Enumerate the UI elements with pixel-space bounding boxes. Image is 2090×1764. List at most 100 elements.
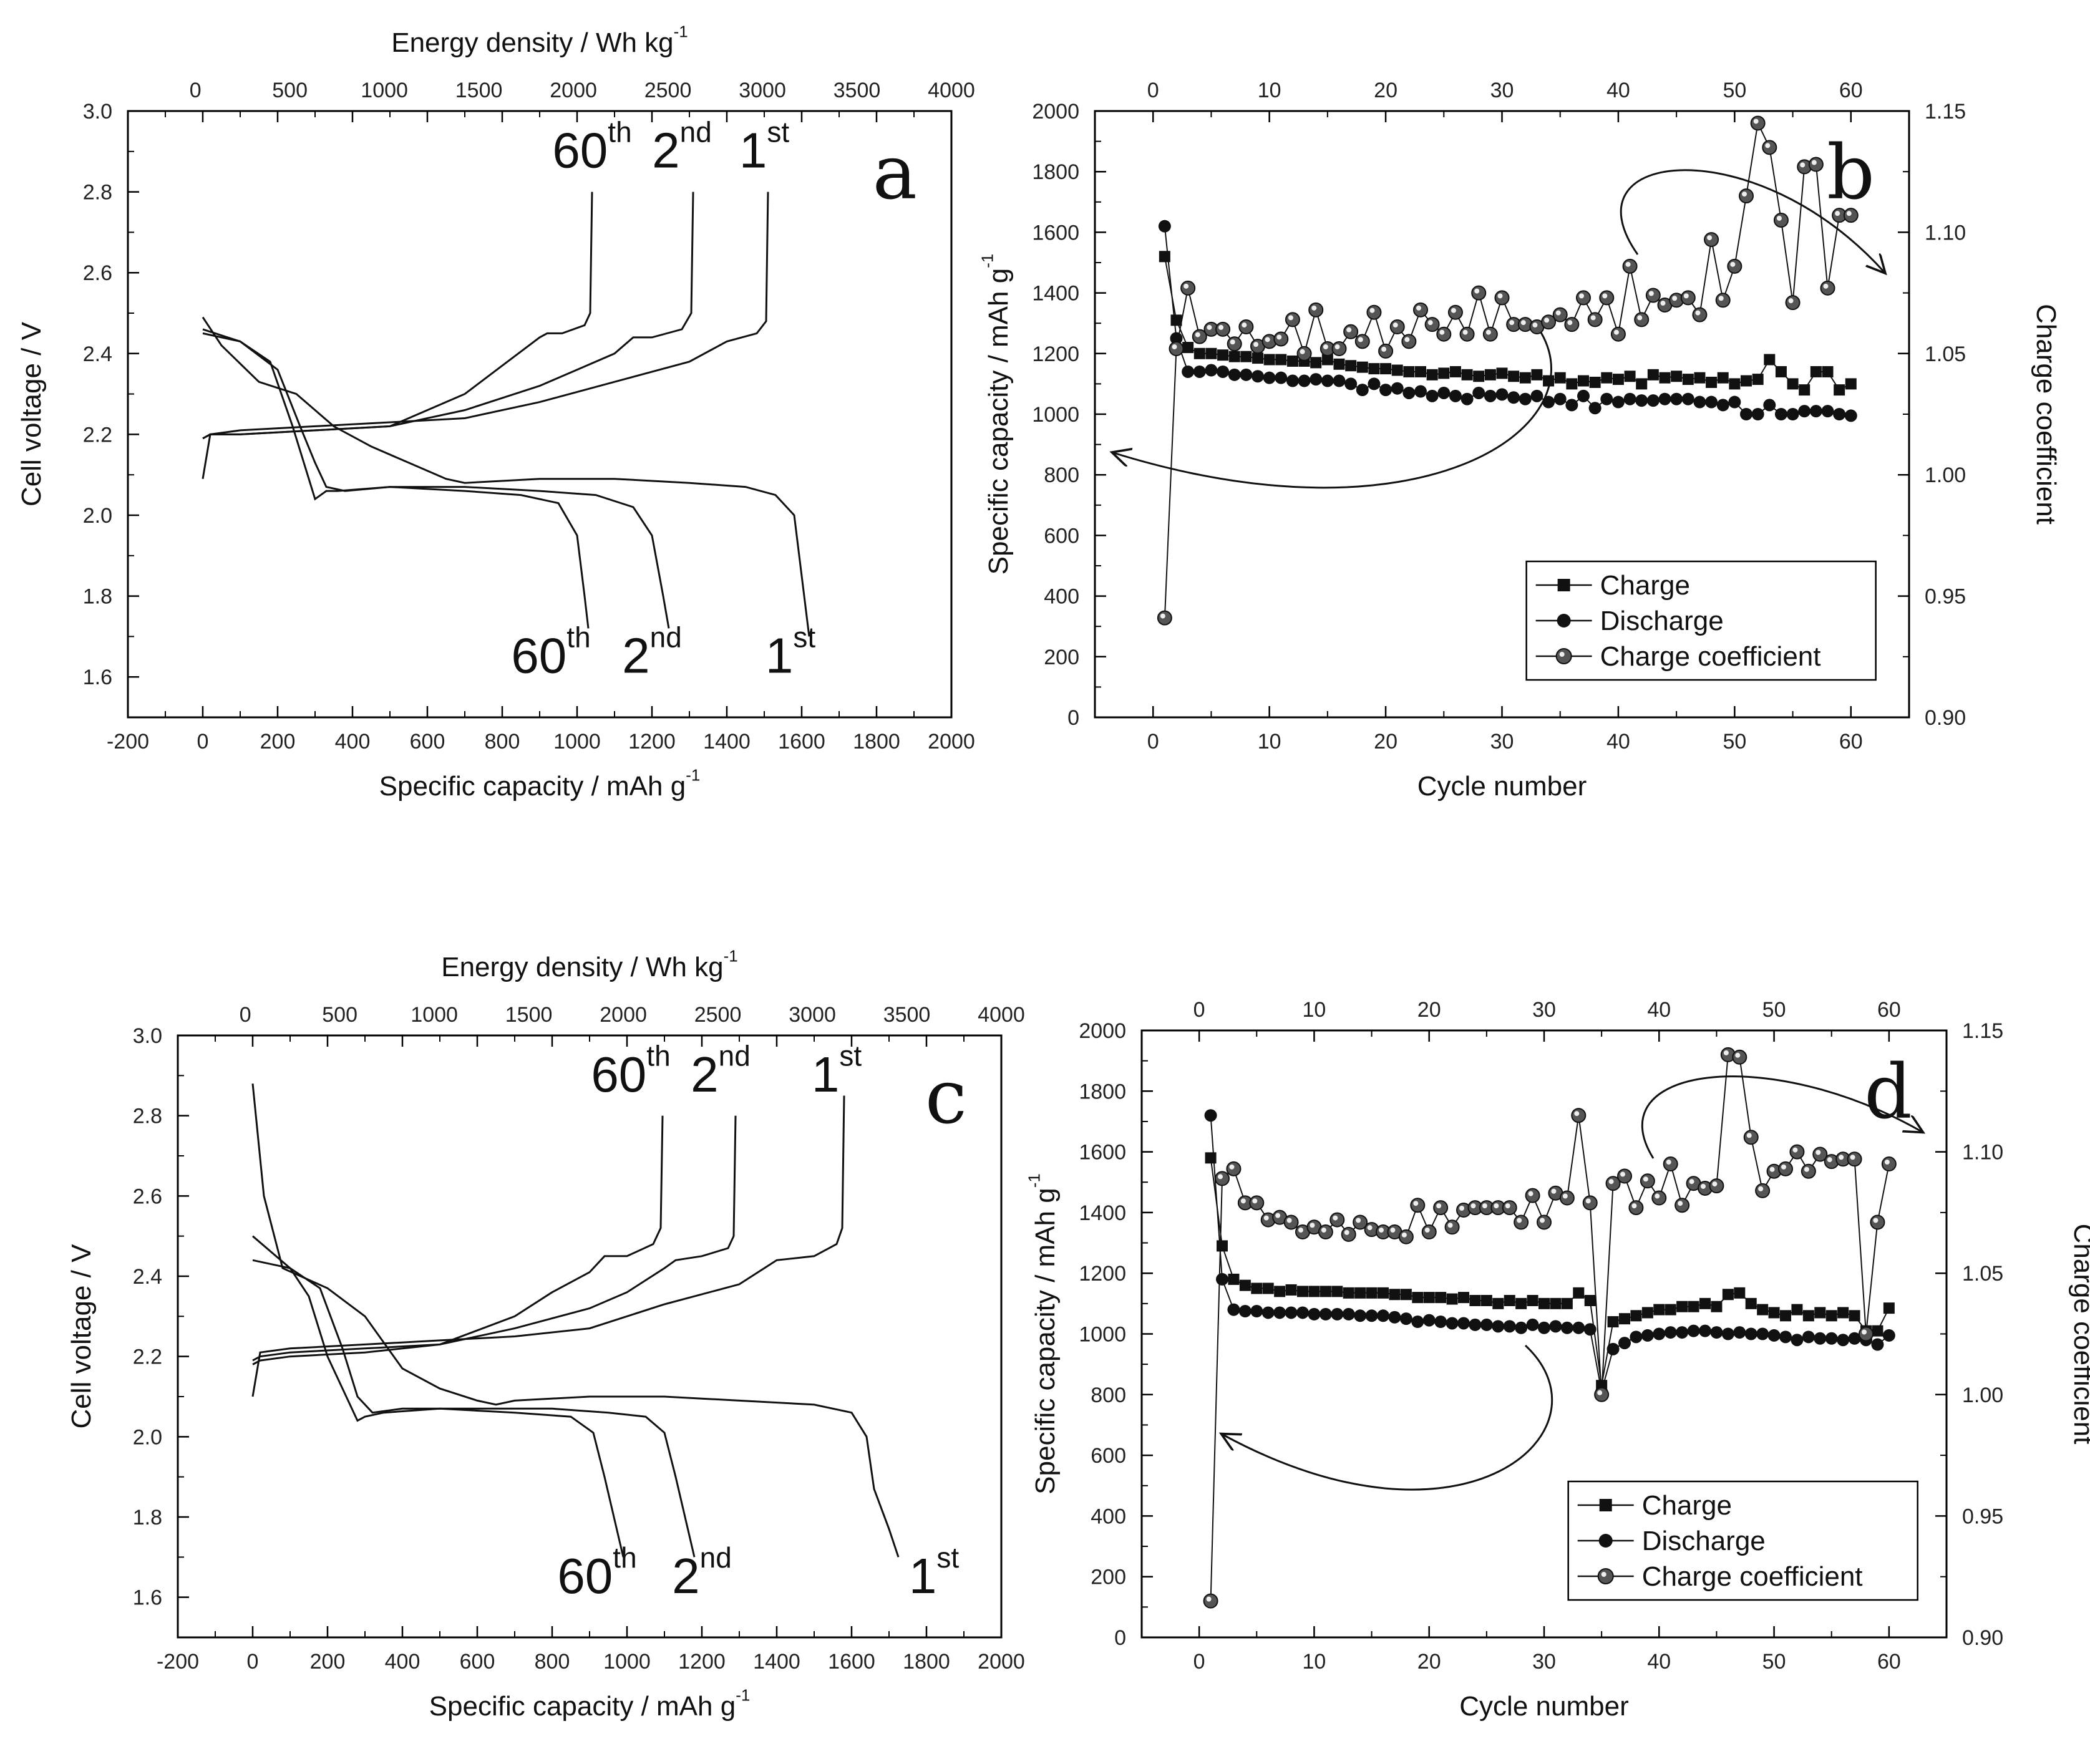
charge-coefficient-marker bbox=[1398, 1229, 1414, 1244]
x2-axis-label-sup: -1 bbox=[674, 22, 688, 41]
charge-marker bbox=[1262, 1282, 1274, 1294]
charge-coefficient-marker bbox=[1424, 317, 1440, 332]
discharge-marker bbox=[1676, 1326, 1689, 1339]
discharge-marker bbox=[1252, 370, 1264, 383]
charge-coefficient-marker-highlight bbox=[1608, 1179, 1614, 1185]
charge-coefficient-marker-highlight bbox=[1379, 1228, 1384, 1233]
discharge-marker bbox=[1503, 1320, 1516, 1333]
charge-coefficient-marker-highlight bbox=[1781, 1164, 1786, 1170]
discharge-marker bbox=[1321, 374, 1334, 387]
charge-marker bbox=[1320, 1286, 1331, 1297]
discharge-marker bbox=[1261, 1306, 1275, 1319]
discharge-marker bbox=[1507, 391, 1520, 404]
discharge-marker bbox=[1798, 405, 1811, 418]
charge-coefficient-marker-highlight bbox=[1520, 320, 1526, 326]
charge-marker bbox=[1321, 354, 1333, 366]
charge-marker bbox=[1741, 375, 1752, 387]
discharge-marker bbox=[1705, 395, 1718, 409]
charge-coefficient-marker-highlight bbox=[1666, 1160, 1671, 1165]
charge-coefficient-marker-highlight bbox=[1275, 1213, 1281, 1218]
x2-tick-label: 1000 bbox=[361, 79, 408, 102]
cycle-annotation-base: 2 bbox=[652, 123, 680, 178]
charge-marker bbox=[1263, 354, 1275, 366]
discharge-marker bbox=[1560, 1321, 1573, 1334]
charge-coefficient-marker bbox=[1674, 1198, 1690, 1213]
cycle-annotation: 60th bbox=[557, 1541, 636, 1604]
y2-tick-label: 0.95 bbox=[1925, 585, 1966, 609]
charge-marker bbox=[1435, 1292, 1447, 1304]
charge-marker bbox=[1480, 1294, 1492, 1306]
charge-coefficient-marker-highlight bbox=[1470, 1203, 1476, 1209]
discharge-marker bbox=[1721, 1327, 1734, 1340]
y2-tick-label: 1.00 bbox=[1925, 463, 1966, 487]
charge-coefficient-marker-highlight bbox=[1804, 1166, 1809, 1172]
charge-marker bbox=[1389, 1289, 1401, 1301]
charge-coefficient-marker-highlight bbox=[1555, 310, 1561, 316]
y-axis-label: Specific capacity / mAh g-1 bbox=[978, 254, 1014, 575]
charge-marker bbox=[1217, 1240, 1228, 1252]
discharge-marker bbox=[1273, 1306, 1286, 1319]
charge-coefficient-marker bbox=[1576, 290, 1591, 306]
y-tick-label: 1.8 bbox=[133, 1506, 162, 1529]
x-axis-label-sup: -1 bbox=[686, 766, 700, 785]
charge-coefficient-marker bbox=[1180, 280, 1196, 296]
discharge-marker bbox=[1526, 1318, 1539, 1331]
discharge-marker bbox=[1681, 392, 1694, 405]
discharge-marker bbox=[1583, 1323, 1597, 1336]
charge-coefficient-marker bbox=[1366, 304, 1382, 320]
charge-coefficient-marker-highlight bbox=[1253, 342, 1258, 347]
cycle-annotation-sup: st bbox=[793, 621, 815, 653]
discharge-marker bbox=[1635, 394, 1648, 407]
cycle-annotation-base: 60 bbox=[557, 1548, 613, 1604]
discharge-marker bbox=[1728, 395, 1741, 409]
charge-coefficient-marker-highlight bbox=[1509, 320, 1515, 326]
y-tick-label: 400 bbox=[1044, 585, 1079, 609]
charge-coefficient-marker-highlight bbox=[1436, 1203, 1442, 1209]
discharge-marker bbox=[1495, 388, 1509, 401]
x-axis-label: Cycle number bbox=[1417, 771, 1587, 802]
charge-marker bbox=[1706, 376, 1718, 388]
y-tick-label: 2.2 bbox=[133, 1345, 162, 1369]
discharge-marker bbox=[1549, 1320, 1562, 1333]
charge-coefficient-marker bbox=[1634, 312, 1650, 327]
discharge-marker bbox=[1227, 1303, 1240, 1316]
y2-tick-label: 0.95 bbox=[1962, 1505, 2003, 1528]
cycle-annotation-sup: st bbox=[767, 115, 789, 148]
x-tick-label: 800 bbox=[485, 730, 520, 754]
charge-coefficient-marker-highlight bbox=[1300, 349, 1305, 354]
charge-marker bbox=[1274, 1286, 1286, 1297]
x-tick-label: 0 bbox=[1147, 730, 1159, 754]
x-tick-label: 30 bbox=[1532, 1650, 1556, 1674]
charge-marker bbox=[1624, 371, 1636, 382]
x2-axis-label-base: Energy density / Wh kg bbox=[441, 952, 723, 982]
cycle-annotation: 1st bbox=[812, 1040, 862, 1102]
charge-coefficient-marker-highlight bbox=[1172, 344, 1177, 350]
charge-marker bbox=[1492, 1297, 1504, 1309]
charge-marker bbox=[1550, 1297, 1562, 1309]
x-axis-label-sup: -1 bbox=[736, 1686, 750, 1705]
charge-coefficient-marker-highlight bbox=[1835, 211, 1840, 216]
charge-marker bbox=[1849, 1310, 1860, 1322]
charge-marker bbox=[1636, 378, 1648, 390]
charge-coefficient-marker-highlight bbox=[1462, 329, 1468, 335]
charge-coefficient-marker bbox=[1341, 1226, 1356, 1242]
x2-tick-label: 1500 bbox=[455, 79, 503, 102]
charge-coefficient-marker-highlight bbox=[1648, 291, 1654, 296]
x-top-tick-label: 20 bbox=[1374, 79, 1397, 102]
charge-marker bbox=[1426, 369, 1438, 380]
charge-coefficient-marker-highlight bbox=[1311, 305, 1317, 311]
charge-coefficient-marker-highlight bbox=[1823, 283, 1829, 289]
x-tick-label: 800 bbox=[535, 1650, 570, 1674]
charge-coefficient-marker-highlight bbox=[1263, 1215, 1269, 1221]
charge-marker bbox=[1438, 367, 1450, 379]
charge-coefficient-marker-highlight bbox=[1532, 322, 1538, 328]
charge-marker bbox=[1285, 1284, 1297, 1296]
charge-coefficient-marker-highlight bbox=[1602, 293, 1608, 299]
charge-marker bbox=[1554, 372, 1566, 384]
charge-coefficient-marker bbox=[1459, 326, 1475, 342]
x-top-tick-label: 40 bbox=[1647, 998, 1671, 1022]
charge-coefficient-marker bbox=[1773, 212, 1789, 228]
discharge-marker bbox=[1542, 395, 1555, 409]
charge-marker bbox=[1251, 1282, 1263, 1294]
cycle-annotation-base: 2 bbox=[672, 1548, 700, 1604]
